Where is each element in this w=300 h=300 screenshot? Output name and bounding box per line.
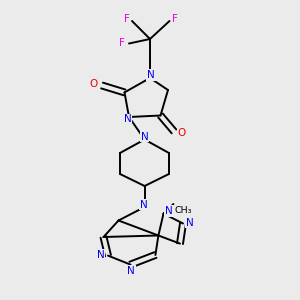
Text: N: N [147, 70, 155, 80]
Text: N: N [124, 114, 131, 124]
Text: F: F [119, 38, 125, 49]
Text: N: N [140, 200, 148, 210]
Text: O: O [177, 128, 186, 138]
Text: O: O [89, 79, 98, 89]
Text: CH₃: CH₃ [175, 206, 192, 215]
Text: F: F [172, 14, 178, 25]
Text: N: N [165, 206, 173, 216]
Text: N: N [97, 250, 104, 260]
Text: N: N [127, 266, 135, 276]
Text: N: N [186, 218, 194, 228]
Text: N: N [141, 131, 148, 142]
Text: F: F [124, 14, 130, 25]
